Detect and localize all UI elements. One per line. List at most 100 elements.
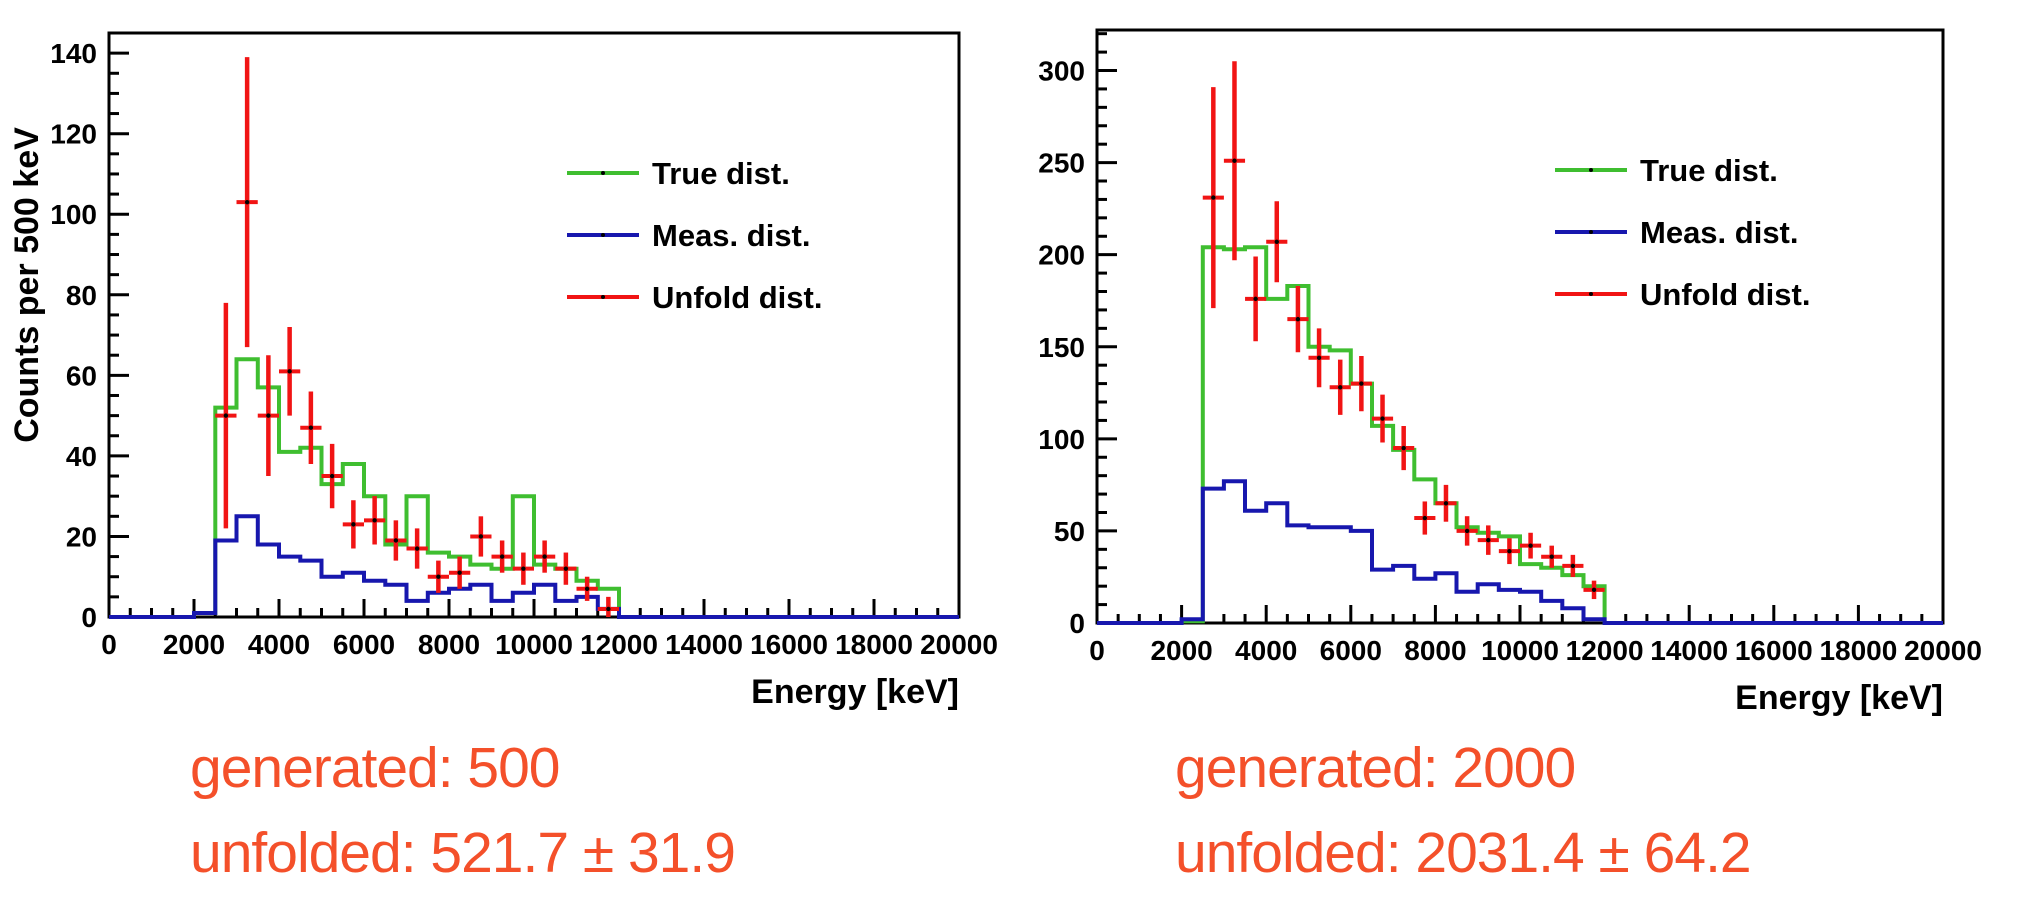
- x-tick-label: 14000: [1650, 635, 1728, 666]
- unfold-point-marker: [436, 574, 441, 579]
- unfold-point-marker: [266, 413, 271, 418]
- unfold-point-marker: [308, 425, 314, 430]
- x-tick-label: 4000: [1235, 635, 1297, 666]
- x-tick-label: 4000: [248, 629, 310, 660]
- legend-marker-dot: [601, 233, 605, 237]
- unfold-point-marker: [1443, 501, 1449, 506]
- x-tick-label: 0: [101, 629, 117, 660]
- chart-left: 0 2000 4000 6000 8000 10000 12000 14000 16000 180…: [8, 31, 998, 711]
- true-dist-histogram: [1097, 245, 1943, 625]
- unfold-point-marker: [1422, 515, 1428, 521]
- y-tick-label: 20: [66, 521, 97, 552]
- x-tick-label: 12000: [580, 629, 658, 660]
- meas-dist-histogram: [109, 514, 959, 619]
- unfold-point-marker: [1253, 296, 1258, 302]
- annotation-right-generated: generated: 2000: [1175, 736, 1576, 800]
- y-tick-label: 250: [1038, 148, 1085, 179]
- annotation-block-right: generated: 2000 unfolded: 2031.4 ± 64.2: [1175, 726, 1752, 896]
- x-tick-label: 16000: [1735, 635, 1813, 666]
- unfold-point-marker: [1570, 563, 1576, 569]
- unfold-point-marker: [1316, 355, 1322, 361]
- x-tick-label: 18000: [1819, 635, 1897, 666]
- annotation-right-unfolded: unfolded: 2031.4 ± 64.2: [1175, 821, 1752, 885]
- legend-marker-dot: [1589, 168, 1593, 172]
- unfold-point-marker: [606, 606, 611, 612]
- plot-frame: [1095, 28, 1945, 625]
- x-tick-label: 20000: [920, 629, 998, 660]
- unfold-point-marker: [351, 522, 356, 527]
- legend-marker-dot: [601, 171, 605, 175]
- unfold-point-marker: [1232, 158, 1237, 163]
- legend-label: True dist.: [1640, 153, 1778, 188]
- y-tick-label: 0: [81, 602, 97, 633]
- unfold-point-marker: [542, 554, 547, 559]
- x-tick-label: 2000: [163, 629, 225, 660]
- unfold-point-marker: [1211, 195, 1216, 200]
- unfold-point-marker: [244, 199, 250, 205]
- legend-label: Meas. dist.: [652, 218, 811, 253]
- x-tick-label: 8000: [418, 629, 480, 660]
- unfold-point-marker: [1486, 537, 1491, 543]
- x-tick-label: 16000: [750, 629, 828, 660]
- unfold-dist-points: [215, 57, 619, 617]
- legend-item-meas-dist: Meas. dist.: [1555, 215, 1799, 250]
- unfold-dist-points: [1202, 61, 1605, 600]
- legend-item-true-dist: True dist.: [1555, 153, 1778, 188]
- legend-marker-dot: [1589, 292, 1593, 296]
- unfold-point-marker: [499, 554, 505, 559]
- x-tick-label: 18000: [835, 629, 913, 660]
- unfold-point-marker: [1401, 445, 1406, 451]
- x-tick-label: 0: [1089, 635, 1105, 666]
- unfold-point-marker: [521, 566, 526, 571]
- legend-marker-dot: [601, 295, 605, 299]
- x-tick-label: 10000: [495, 629, 573, 660]
- y-tick-label: 80: [66, 280, 97, 311]
- unfold-point-marker: [372, 518, 377, 523]
- x-tick-label: 10000: [1481, 635, 1559, 666]
- unfold-point-marker: [457, 570, 462, 575]
- x-tick-label: 6000: [1320, 635, 1382, 666]
- y-tick-label: 50: [1054, 516, 1085, 547]
- x-axis-title: Energy [keV]: [751, 673, 959, 711]
- unfold-point-marker: [1464, 528, 1470, 534]
- x-axis-title: Energy [keV]: [1735, 679, 1943, 717]
- y-tick-label: 300: [1038, 56, 1085, 87]
- x-tick-label: 6000: [333, 629, 395, 660]
- unfold-point-marker: [393, 538, 399, 543]
- y-tick-label: 100: [1038, 424, 1085, 455]
- x-tick-label: 14000: [665, 629, 743, 660]
- unfold-point-marker: [1295, 316, 1301, 322]
- legend-label: Unfold dist.: [1640, 277, 1810, 312]
- y-tick-label: 100: [50, 199, 97, 230]
- y-tick-label: 120: [50, 119, 97, 150]
- y-tick-label: 40: [66, 441, 97, 472]
- legend-item-meas-dist: Meas. dist.: [567, 218, 811, 253]
- unfold-point-marker: [287, 369, 292, 374]
- unfold-point-marker: [329, 473, 335, 479]
- y-tick-label: 150: [1038, 332, 1085, 363]
- x-axis-ticks: 0 2000 4000 6000 8000 10000 12000 14000 16000 180…: [101, 599, 998, 660]
- unfold-point-marker: [563, 566, 569, 571]
- unfold-point-marker: [478, 534, 484, 539]
- unfold-point-marker: [1591, 587, 1597, 593]
- y-tick-label: 60: [66, 360, 97, 391]
- legend-item-unfold-dist: Unfold dist.: [567, 280, 822, 315]
- x-tick-label: 12000: [1566, 635, 1644, 666]
- y-tick-label: 200: [1038, 240, 1085, 271]
- unfold-point-marker: [1359, 381, 1364, 386]
- unfold-point-marker: [1507, 548, 1512, 554]
- legend-item-true-dist: True dist.: [567, 156, 790, 191]
- y-axis-title: Counts per 500 keV: [8, 127, 46, 443]
- y-tick-label: 0: [1069, 608, 1085, 639]
- y-tick-label: 140: [50, 38, 97, 69]
- unfold-point-marker: [414, 546, 420, 551]
- legend-item-unfold-dist: Unfold dist.: [1555, 277, 1810, 312]
- x-axis-ticks: 0 2000 4000 6000 8000 10000 12000 14000 16000 180…: [1089, 605, 1982, 666]
- annotation-left-unfolded: unfolded: 521.7 ± 31.9: [190, 821, 736, 885]
- annotation-left-generated: generated: 500: [190, 736, 560, 800]
- unfold-point-marker: [1380, 416, 1385, 421]
- y-axis-ticks: 0 20 40 60 80 100 120 140: [50, 31, 129, 633]
- legend-label: Meas. dist.: [1640, 215, 1799, 250]
